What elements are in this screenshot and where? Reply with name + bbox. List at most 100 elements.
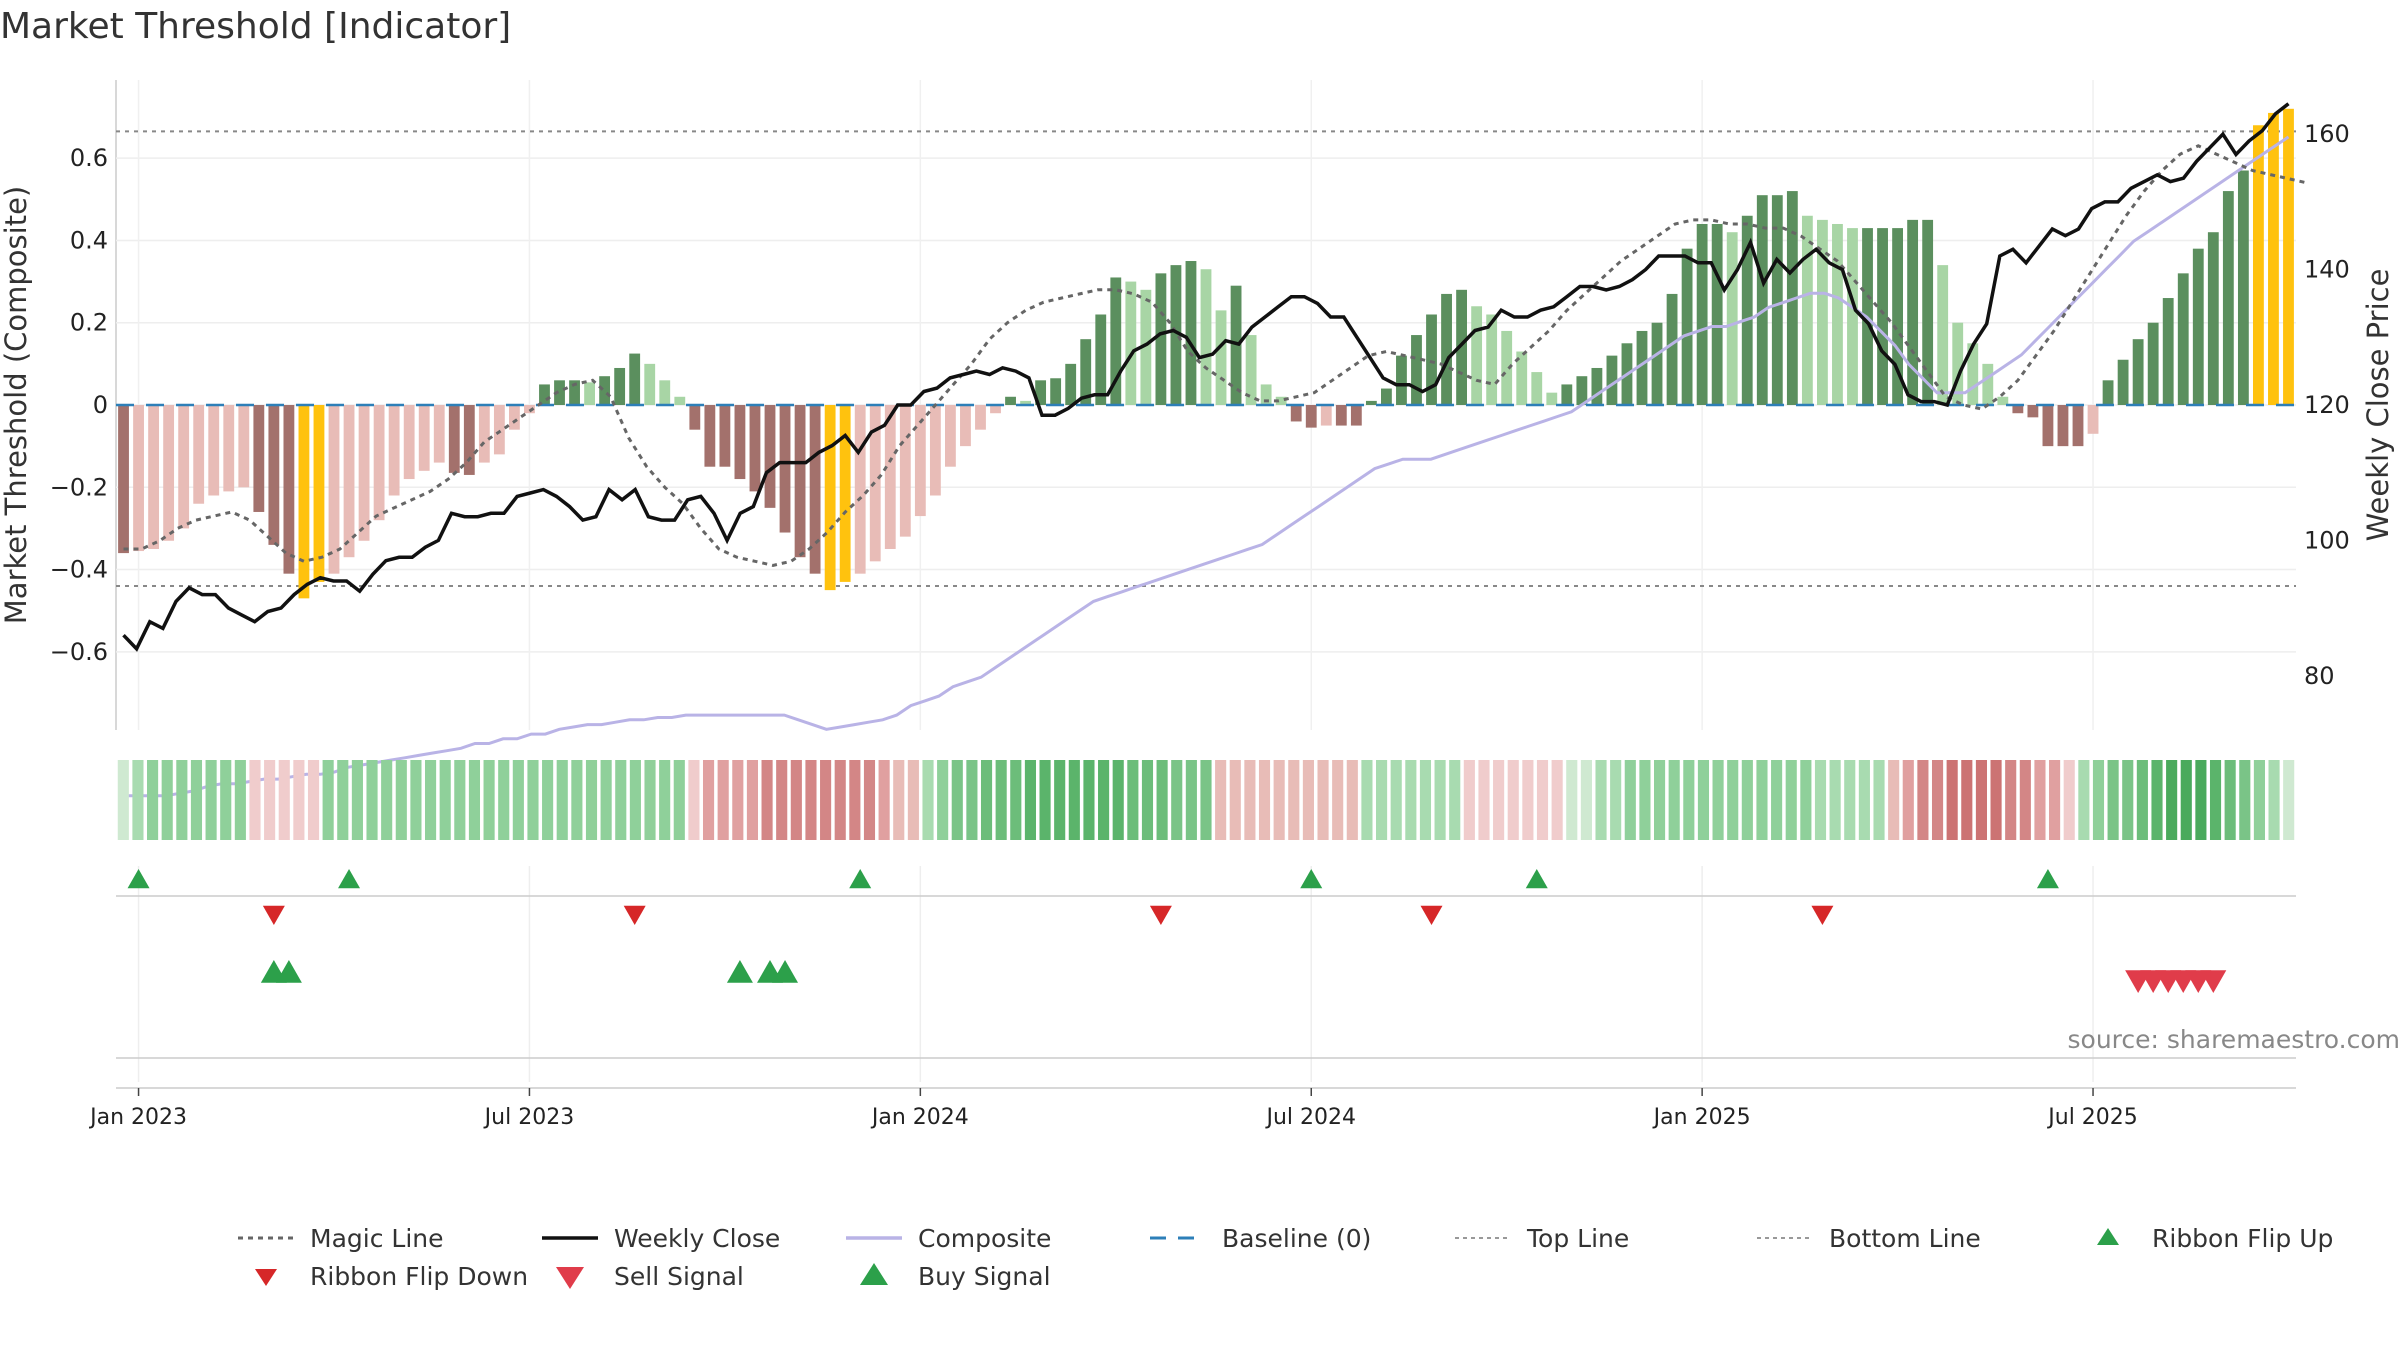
ribbon-cell <box>893 760 905 840</box>
ribbon-cell <box>2166 760 2178 840</box>
ribbon-cell <box>439 760 451 840</box>
ribbon-cell <box>966 760 978 840</box>
composite-bar <box>343 405 355 558</box>
chart-title: Market Threshold [Indicator] <box>0 6 511 47</box>
composite-bar <box>373 405 385 521</box>
ribbon-cell <box>1990 760 2002 840</box>
left-axis-ticks: 0.6 0.4 0.2 0 −0.2 −0.4 −0.6 <box>50 144 108 666</box>
ribbon-cell <box>2092 760 2105 840</box>
ribbon-cell <box>2195 760 2207 840</box>
composite-bar <box>253 405 265 512</box>
ribbon-cell <box>1083 760 1095 840</box>
ribbon-flip-up-marker <box>127 869 150 889</box>
composite-bar <box>1486 314 1498 405</box>
right-axis-label: Weekly Close Price <box>2361 269 2395 542</box>
composite-bar <box>1711 223 1723 405</box>
ribbon-cell <box>644 760 656 840</box>
ribbon-cell <box>746 760 759 840</box>
ribbon-cell <box>673 760 685 840</box>
ribbon-cell <box>1814 760 1827 840</box>
composite-bar <box>1952 322 1964 405</box>
composite-bar <box>2027 405 2039 418</box>
ribbon-cell <box>1361 760 1373 840</box>
composite-bar <box>1020 400 1031 405</box>
ribbon-cell <box>1434 760 1446 840</box>
ribbon-cell <box>1054 760 1066 840</box>
ribbon-cell <box>1244 760 1256 840</box>
composite-bar <box>1847 228 1858 405</box>
legend-symbol <box>2097 1228 2119 1245</box>
composite-bar <box>945 405 956 467</box>
ribbon-cell <box>1156 760 1168 840</box>
ribbon-cell <box>1624 760 1636 840</box>
legend-item: Sell Signal <box>556 1262 744 1291</box>
composite-bar <box>448 405 460 473</box>
ribbon-cell <box>1229 760 1241 840</box>
ribbon-cell <box>1171 760 1183 840</box>
composite-bar <box>1230 285 1242 405</box>
ribbon-cell <box>600 760 612 840</box>
composite-bar <box>2162 298 2174 405</box>
ribbon-cell <box>1727 760 1739 840</box>
composite-bar <box>734 405 746 480</box>
x-tick-label: Jul 2025 <box>2046 1105 2138 1130</box>
composite-bar <box>2072 405 2084 447</box>
ribbon-cell <box>2049 760 2061 840</box>
ribbon-cell <box>1653 760 1666 840</box>
composite-bar <box>1817 219 1828 405</box>
ribbon-cell <box>2283 760 2295 840</box>
ribbon-cell <box>717 760 729 840</box>
ribbon-cell <box>117 760 129 840</box>
composite-bar <box>2192 248 2204 405</box>
ribbon-cell <box>2151 760 2163 840</box>
ribbon-cell <box>1683 760 1695 840</box>
ribbon-flip-up-marker <box>849 869 872 889</box>
composite-bar <box>298 405 310 599</box>
composite-bar <box>2102 380 2114 405</box>
x-tick-label: Jan 2025 <box>1652 1105 1751 1130</box>
composite-bar <box>674 396 686 405</box>
composite-bar <box>809 405 821 574</box>
ribbon-cell <box>1141 760 1154 840</box>
composite-bar <box>1832 223 1843 405</box>
composite-bar <box>2222 191 2234 405</box>
ribbon-cell <box>2078 760 2090 840</box>
composite-bar <box>1396 355 1407 405</box>
composite-bar <box>975 405 986 430</box>
composite-bar <box>1937 265 1949 405</box>
composite-bar <box>388 405 400 496</box>
composite-bar <box>914 405 926 517</box>
x-tick-label: Jul 2024 <box>1264 1105 1356 1130</box>
ribbon-cell <box>1639 760 1651 840</box>
ribbon-cell <box>2180 760 2192 840</box>
ribbon-cell <box>790 760 802 840</box>
composite-bar <box>2177 273 2189 405</box>
legend-label: Bottom Line <box>1829 1224 1981 1253</box>
composite-bar <box>2283 108 2294 405</box>
composite-bar <box>990 405 1001 414</box>
ribbon-cell <box>980 760 993 840</box>
composite-bar <box>1997 396 2009 405</box>
ribbon-cell <box>2136 760 2148 840</box>
ribbon-cell <box>732 760 744 840</box>
date-axis: Jan 2023 Jul 2023 Jan 2024 Jul 2024 Jan 2025… <box>88 1088 2138 1130</box>
ribbon-cell <box>512 760 524 840</box>
composite-bar <box>148 405 159 549</box>
ribbon-cell <box>395 760 407 840</box>
ribbon-cell <box>2239 760 2251 840</box>
composite-bar <box>1967 343 1979 405</box>
ribbon-cell <box>1288 760 1300 840</box>
composite-bar <box>1381 388 1392 405</box>
composite-bar <box>794 405 806 558</box>
composite-bar <box>2057 405 2069 447</box>
ribbon-cell <box>585 760 598 840</box>
ribbon-cell <box>1258 760 1271 840</box>
ribbon-cell <box>878 760 890 840</box>
ribbon-cell <box>1551 760 1563 840</box>
composite-bar <box>178 405 190 529</box>
ribbon-cell <box>2224 760 2236 840</box>
composite-bar <box>1365 400 1377 405</box>
ribbon-cell <box>1697 760 1710 840</box>
composite-bar <box>163 405 175 541</box>
ribbon-cell <box>542 760 554 840</box>
